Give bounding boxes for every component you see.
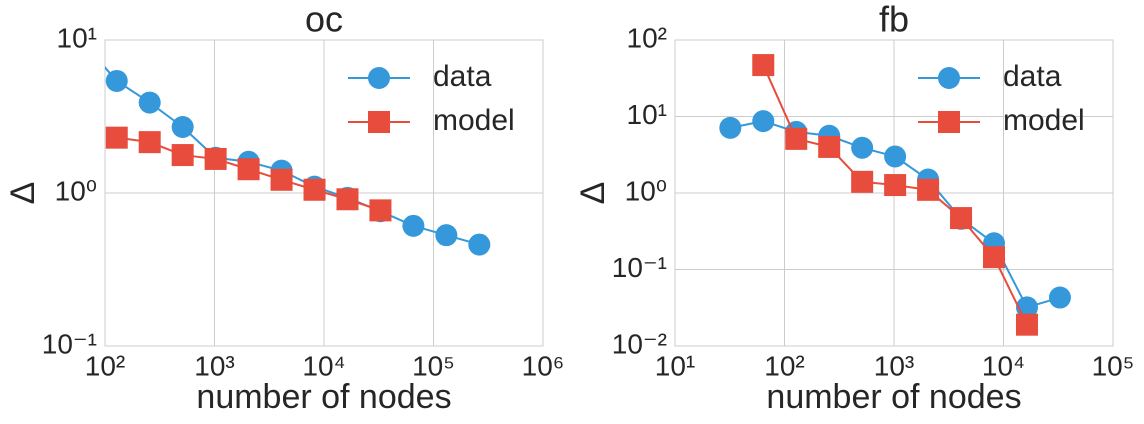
data-point: [171, 144, 194, 167]
data-point: [851, 170, 874, 193]
y-tick-label: 10¹: [627, 99, 667, 130]
x-axis-label: number of nodes: [196, 378, 451, 416]
legend-marker: [938, 67, 960, 89]
x-tick-label: 10³: [194, 350, 234, 381]
data-point: [785, 127, 808, 150]
data-point: [851, 136, 874, 159]
data-point: [171, 116, 194, 139]
x-tick-label: 10⁵: [412, 350, 455, 381]
legend-label: data: [433, 60, 492, 93]
x-axis-label: number of nodes: [766, 378, 1021, 416]
legend-marker: [938, 111, 960, 133]
x-tick-label: 10⁶: [522, 350, 565, 381]
legend-marker: [368, 111, 390, 133]
x-tick-label: 10²: [764, 350, 804, 381]
y-tick-label: 10⁰: [55, 175, 97, 206]
plot-content: [719, 54, 1071, 336]
data-point: [1048, 286, 1071, 309]
data-point: [237, 158, 260, 181]
data-point: [105, 126, 128, 149]
chart-title: oc: [305, 0, 343, 40]
data-point: [105, 69, 128, 92]
data-point: [138, 131, 161, 154]
y-tick-label: 10⁰: [625, 175, 667, 206]
x-tick-label: 10⁵: [1092, 350, 1135, 381]
plot-content: [105, 66, 491, 256]
x-tick-label: 10³: [874, 350, 914, 381]
data-point: [270, 168, 293, 191]
data-point: [884, 174, 907, 197]
y-tick-label: 10⁻²: [612, 328, 667, 359]
x-tick-label: 10⁴: [982, 350, 1025, 381]
legend-marker: [368, 67, 390, 89]
data-point: [752, 54, 775, 77]
data-point: [468, 233, 491, 256]
data-point: [303, 178, 326, 201]
y-axis-label: Δ: [574, 182, 612, 205]
y-tick-label: 10⁻¹: [42, 328, 97, 359]
data-point: [752, 110, 775, 133]
data-point: [884, 145, 907, 168]
data-point: [138, 91, 161, 114]
y-axis-label: Δ: [4, 182, 42, 205]
data-point: [1015, 313, 1038, 336]
x-tick-label: 10⁴: [302, 350, 345, 381]
chart: 10¹ 10² 10³ 10⁴ 10⁵ 10⁻² 10⁻¹ 10⁰ 10¹ 10² fb number…: [574, 0, 1134, 416]
data-point: [204, 147, 227, 170]
x-tick-label: 10¹: [655, 350, 695, 381]
legend-label: model: [433, 104, 515, 137]
chart: 10² 10³ 10⁴ 10⁵ 10⁶ 10⁻¹ 10⁰ 10¹ oc number of nod…: [4, 0, 564, 416]
data-point: [369, 199, 392, 222]
data-point: [917, 178, 940, 201]
x-tick-label: 10²: [85, 350, 125, 381]
data-point: [818, 135, 841, 158]
chart-title: fb: [879, 0, 909, 40]
y-tick-label: 10⁻¹: [612, 252, 667, 283]
legend-label: model: [1003, 104, 1085, 137]
y-tick-label: 10²: [627, 22, 667, 53]
data-point: [435, 224, 458, 247]
data-point: [402, 214, 425, 237]
data-point: [336, 188, 359, 211]
data-point: [950, 207, 973, 230]
data-point: [983, 246, 1006, 269]
data-point: [719, 116, 742, 139]
y-tick-label: 10¹: [57, 22, 97, 53]
legend-label: data: [1003, 60, 1062, 93]
